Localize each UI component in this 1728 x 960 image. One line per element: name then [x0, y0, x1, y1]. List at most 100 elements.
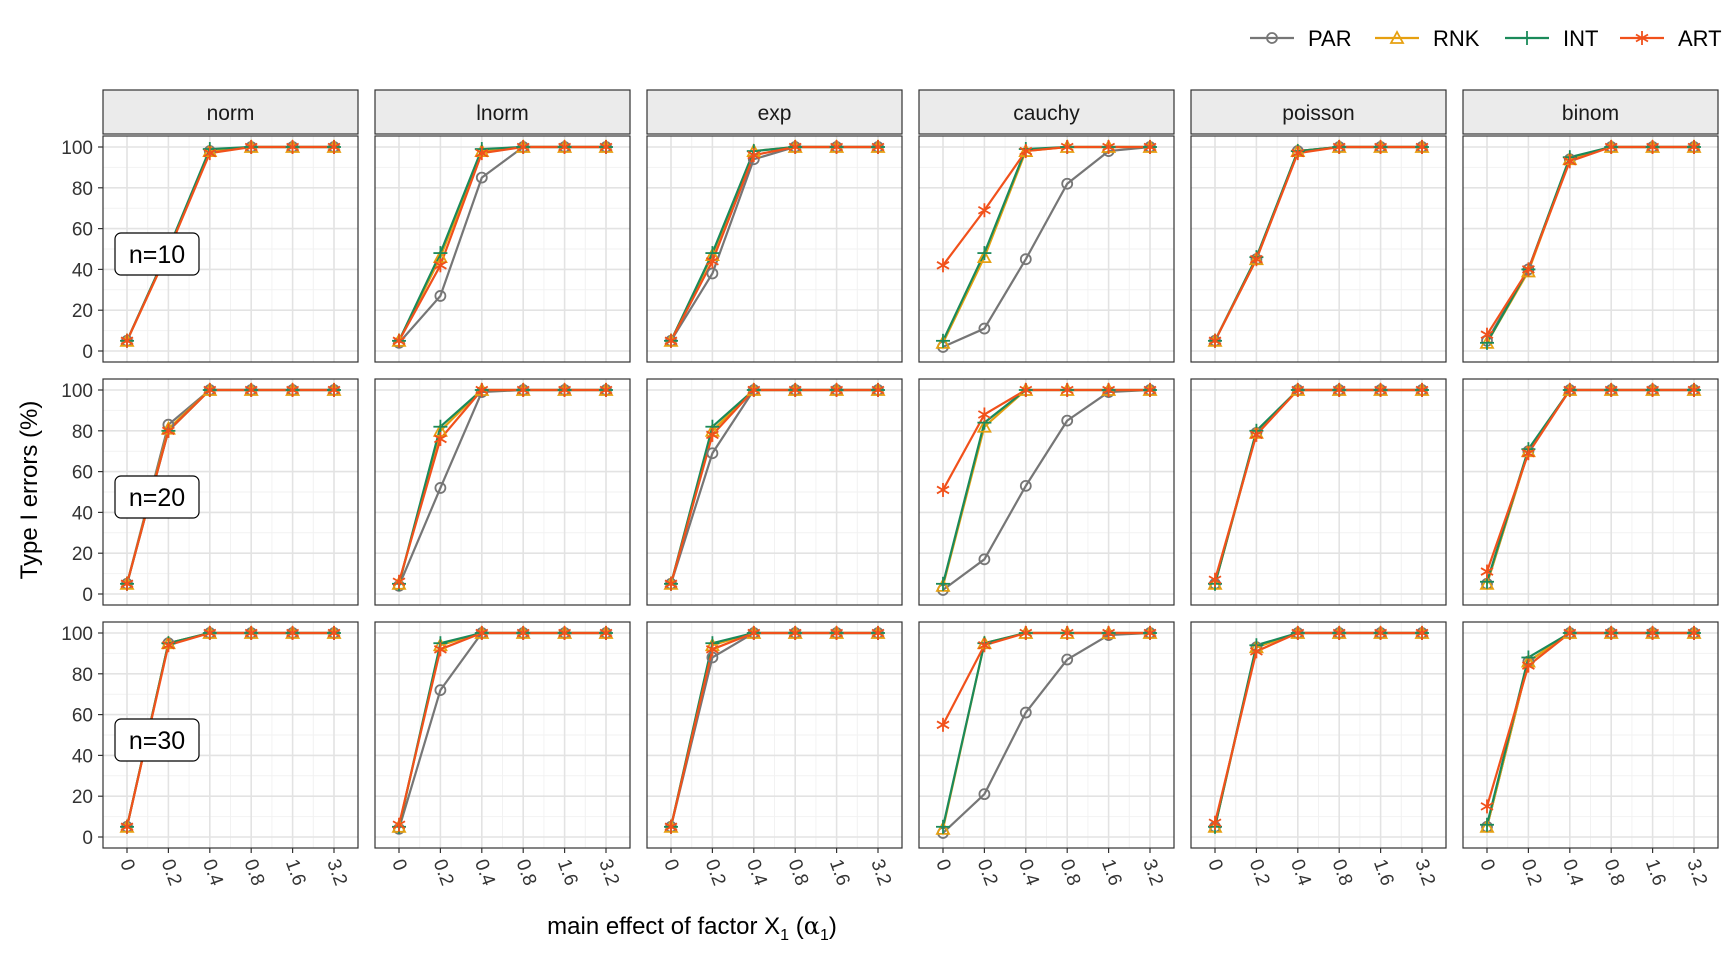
data-point-art: [1102, 626, 1116, 640]
legend-key-marker: [1635, 31, 1649, 45]
x-axis-label: main effect of factor X1 (α1): [547, 912, 837, 944]
data-point-art: [120, 819, 134, 834]
data-point-art: [1563, 383, 1577, 397]
y-tick-label: 60: [72, 220, 93, 241]
panel-n=20-cauchy: [918, 378, 1175, 606]
data-point-rnk: [976, 418, 992, 433]
data-point-art: [1563, 626, 1577, 640]
x-tick-label: 0.2: [157, 857, 186, 889]
legend-label: PAR: [1308, 26, 1352, 51]
row-label-n=20: n=20: [114, 475, 200, 519]
data-point-art: [392, 333, 406, 348]
x-tick-label: 0: [115, 857, 138, 874]
y-tick-label: 0: [82, 342, 93, 363]
x-tick-label: 0.4: [742, 857, 771, 889]
data-point-art: [705, 427, 719, 442]
data-point-art: [433, 258, 447, 273]
y-tick-label: 40: [72, 746, 93, 767]
facet-strip-label: poisson: [1282, 102, 1354, 125]
data-point-art: [1208, 815, 1222, 830]
panel-n=10-lnorm: [374, 135, 631, 363]
legend-key-marker: [1520, 31, 1534, 45]
data-point-art: [475, 626, 489, 640]
data-point-art: [1374, 140, 1388, 154]
data-point-art: [1415, 140, 1429, 154]
x-tick-label: 0: [1475, 857, 1498, 874]
data-point-int: [433, 246, 448, 261]
x-tick-label: 0: [387, 857, 410, 874]
data-point-par: [1061, 414, 1074, 427]
data-point-art: [830, 383, 844, 397]
data-point-art: [705, 642, 719, 657]
data-point-art: [1019, 626, 1033, 640]
x-tick-label: 1.6: [825, 857, 854, 889]
x-tick-label: 1.6: [1097, 857, 1126, 889]
data-point-art: [977, 407, 991, 422]
data-point-par: [1019, 479, 1032, 492]
data-point-art: [1143, 140, 1157, 154]
legend-label: RNK: [1433, 26, 1480, 51]
data-point-art: [1646, 626, 1660, 640]
data-point-art: [1687, 383, 1701, 397]
data-point-int: [433, 419, 448, 434]
x-tick-label: 3.2: [322, 857, 351, 889]
data-point-rnk: [976, 249, 992, 264]
facet-strip-lnorm: lnorm: [374, 89, 631, 135]
data-point-art: [1480, 564, 1494, 579]
data-point-par: [1061, 177, 1074, 190]
x-axis-label-main: main effect of factor X: [547, 913, 780, 940]
panel-n=30-cauchy: 0 0.2 0.4 0.8 1.6 3.2: [918, 621, 1175, 889]
data-point-art: [1019, 383, 1033, 397]
data-point-par: [1061, 653, 1074, 666]
data-point-art: [788, 140, 802, 154]
data-point-art: [747, 626, 761, 640]
x-tick-label: 0.4: [1558, 857, 1587, 889]
x-axis-label-sub: 1: [780, 927, 789, 944]
data-point-art: [871, 626, 885, 640]
y-tick-label: 60: [72, 706, 93, 727]
y-tick-label: 60: [72, 463, 93, 484]
data-point-art: [664, 333, 678, 348]
data-point-art: [558, 383, 572, 397]
data-point-art: [1415, 626, 1429, 640]
data-point-int: [936, 333, 950, 348]
data-point-art: [516, 140, 530, 154]
data-point-art: [1291, 146, 1305, 161]
data-point-art: [1249, 427, 1263, 442]
facet-strip-exp: exp: [646, 89, 903, 135]
data-point-par: [706, 447, 719, 460]
x-tick-label: 0.2: [701, 857, 730, 889]
data-point-art: [977, 203, 991, 218]
data-point-rnk: [935, 334, 951, 349]
panel-n=30-binom: 0 0.2 0.4 0.8 1.6 3.2: [1462, 621, 1719, 889]
x-tick-label: 0.2: [1517, 857, 1546, 889]
data-point-art: [1687, 626, 1701, 640]
data-point-art: [788, 626, 802, 640]
data-point-par: [706, 267, 719, 280]
data-point-art: [1060, 383, 1074, 397]
panel-n=30-norm: 0 20 40 60 80 100 n=30 0 0.2 0.4 0.8 1.6 3.2: [61, 621, 359, 889]
data-point-art: [1604, 626, 1618, 640]
x-tick-label: 3.2: [1138, 857, 1167, 889]
data-point-art: [1249, 252, 1263, 267]
data-point-rnk: [1479, 818, 1495, 833]
x-tick-label: 1.6: [1641, 857, 1670, 889]
row-label-n=10: n=10: [114, 232, 200, 276]
x-tick-label: 3.2: [1410, 857, 1439, 889]
data-point-art: [871, 383, 885, 397]
facet-strip-poisson: poisson: [1190, 89, 1447, 135]
y-tick-label: 20: [72, 301, 93, 322]
x-axis-label-open: (: [789, 913, 804, 940]
data-point-art: [599, 383, 613, 397]
data-point-art: [433, 642, 447, 657]
data-point-art: [1646, 140, 1660, 154]
data-point-int: [936, 819, 950, 834]
data-point-art: [664, 576, 678, 591]
row-label-text: n=20: [129, 484, 185, 512]
data-point-rnk: [935, 577, 951, 592]
data-point-art: [1332, 140, 1346, 154]
data-point-art: [1332, 626, 1346, 640]
data-point-art: [1374, 383, 1388, 397]
data-point-par: [978, 553, 991, 566]
data-point-art: [475, 146, 489, 161]
